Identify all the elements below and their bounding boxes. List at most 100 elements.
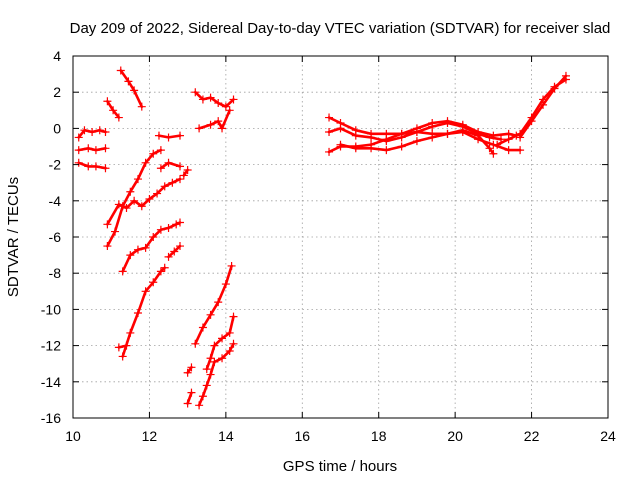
data-point-marker bbox=[218, 354, 227, 363]
x-tick-label: 12 bbox=[142, 428, 158, 444]
data-point-marker bbox=[126, 187, 135, 196]
data-point-marker bbox=[84, 144, 93, 153]
data-point-marker bbox=[221, 102, 230, 111]
data-point-marker bbox=[101, 164, 110, 173]
data-point-marker bbox=[156, 267, 165, 276]
series-arc-10 bbox=[118, 218, 184, 276]
data-point-marker bbox=[397, 129, 406, 138]
series-arc-17 bbox=[191, 261, 236, 348]
data-point-marker bbox=[336, 140, 345, 149]
x-tick-label: 22 bbox=[524, 428, 540, 444]
data-point-marker bbox=[183, 166, 192, 175]
data-point-marker bbox=[160, 182, 169, 191]
data-point-marker bbox=[187, 388, 196, 397]
series-arc-18 bbox=[202, 312, 238, 374]
y-tick-label: -2 bbox=[49, 157, 62, 173]
data-point-marker bbox=[229, 339, 238, 348]
data-point-marker bbox=[74, 133, 83, 142]
series-arc-6 bbox=[103, 175, 184, 229]
series-arc-25 bbox=[336, 126, 498, 158]
data-point-marker bbox=[103, 242, 112, 251]
data-point-marker bbox=[164, 252, 173, 261]
series-arc-16 bbox=[195, 106, 234, 133]
y-tick-label: 0 bbox=[53, 120, 61, 136]
data-point-marker bbox=[382, 146, 391, 155]
data-point-marker bbox=[74, 146, 83, 155]
data-point-marker bbox=[124, 77, 133, 86]
series-arc-15 bbox=[191, 88, 238, 111]
data-point-marker bbox=[137, 202, 146, 211]
data-point-marker bbox=[206, 310, 215, 319]
data-point-marker bbox=[227, 261, 236, 270]
data-point-marker bbox=[111, 227, 120, 236]
data-point-marker bbox=[527, 117, 536, 126]
data-point-marker bbox=[191, 339, 200, 348]
x-tick-label: 10 bbox=[65, 428, 81, 444]
data-point-marker bbox=[336, 124, 345, 133]
data-point-marker bbox=[88, 128, 97, 137]
series-arc-8 bbox=[156, 158, 184, 173]
data-point-marker bbox=[221, 280, 230, 289]
series-arc-27 bbox=[516, 71, 570, 142]
data-point-marker bbox=[133, 175, 142, 184]
data-point-marker bbox=[225, 328, 234, 337]
chart-title: Day 209 of 2022, Sidereal Day-to-day VTE… bbox=[70, 20, 611, 37]
data-point-marker bbox=[206, 120, 215, 129]
data-point-marker bbox=[443, 129, 452, 138]
data-point-marker bbox=[172, 220, 181, 229]
data-point-marker bbox=[91, 146, 100, 155]
data-point-marker bbox=[137, 102, 146, 111]
y-tick-label: -14 bbox=[41, 374, 61, 390]
series-arc-9 bbox=[154, 131, 184, 142]
data-point-marker bbox=[156, 225, 165, 234]
data-point-marker bbox=[164, 223, 173, 232]
data-point-marker bbox=[160, 263, 169, 272]
data-point-marker bbox=[412, 124, 421, 133]
data-point-marker bbox=[206, 93, 215, 102]
x-tick-labels: 10 12 14 16 18 20 22 24 bbox=[65, 428, 616, 444]
data-point-marker bbox=[164, 133, 173, 142]
series-line bbox=[194, 90, 235, 108]
series-line bbox=[77, 161, 107, 170]
data-point-marker bbox=[126, 251, 135, 260]
data-point-marker bbox=[187, 363, 196, 372]
data-point-marker bbox=[325, 128, 334, 137]
data-point-marker bbox=[351, 131, 360, 140]
data-point-marker bbox=[195, 124, 204, 133]
data-point-marker bbox=[443, 117, 452, 126]
data-point-marker bbox=[493, 140, 502, 149]
data-point-marker bbox=[202, 381, 211, 390]
data-point-marker bbox=[210, 341, 219, 350]
data-point-marker bbox=[130, 196, 139, 205]
x-tick-label: 24 bbox=[600, 428, 616, 444]
x-tick-label: 20 bbox=[447, 428, 463, 444]
data-point-marker bbox=[145, 194, 154, 203]
data-point-marker bbox=[84, 162, 93, 171]
data-point-marker bbox=[183, 368, 192, 377]
y-tick-label: -16 bbox=[41, 410, 61, 426]
data-point-marker bbox=[183, 399, 192, 408]
data-point-marker bbox=[114, 200, 123, 209]
y-tick-label: 4 bbox=[53, 48, 61, 64]
series-line bbox=[121, 221, 182, 273]
data-point-marker bbox=[229, 95, 238, 104]
series-line bbox=[194, 264, 233, 346]
data-point-marker bbox=[229, 312, 238, 321]
data-point-marker bbox=[176, 218, 184, 227]
data-point-marker bbox=[485, 144, 494, 153]
series-arc-5 bbox=[116, 66, 146, 111]
y-tick-labels: -16 -14 -12 -10 -8 -6 -4 -2 0 2 4 bbox=[41, 48, 61, 426]
data-point-marker bbox=[428, 133, 437, 142]
data-point-marker bbox=[516, 133, 525, 142]
data-point-marker bbox=[214, 298, 223, 307]
data-point-marker bbox=[198, 95, 207, 104]
data-point-marker bbox=[95, 126, 104, 135]
data-point-marker bbox=[198, 323, 207, 332]
series-arc-14 bbox=[114, 341, 131, 352]
series-arc-20 bbox=[183, 363, 196, 377]
data-point-marker bbox=[179, 171, 188, 180]
series-arc-12 bbox=[179, 166, 192, 180]
data-point-marker bbox=[101, 144, 110, 153]
series-line bbox=[197, 342, 235, 407]
